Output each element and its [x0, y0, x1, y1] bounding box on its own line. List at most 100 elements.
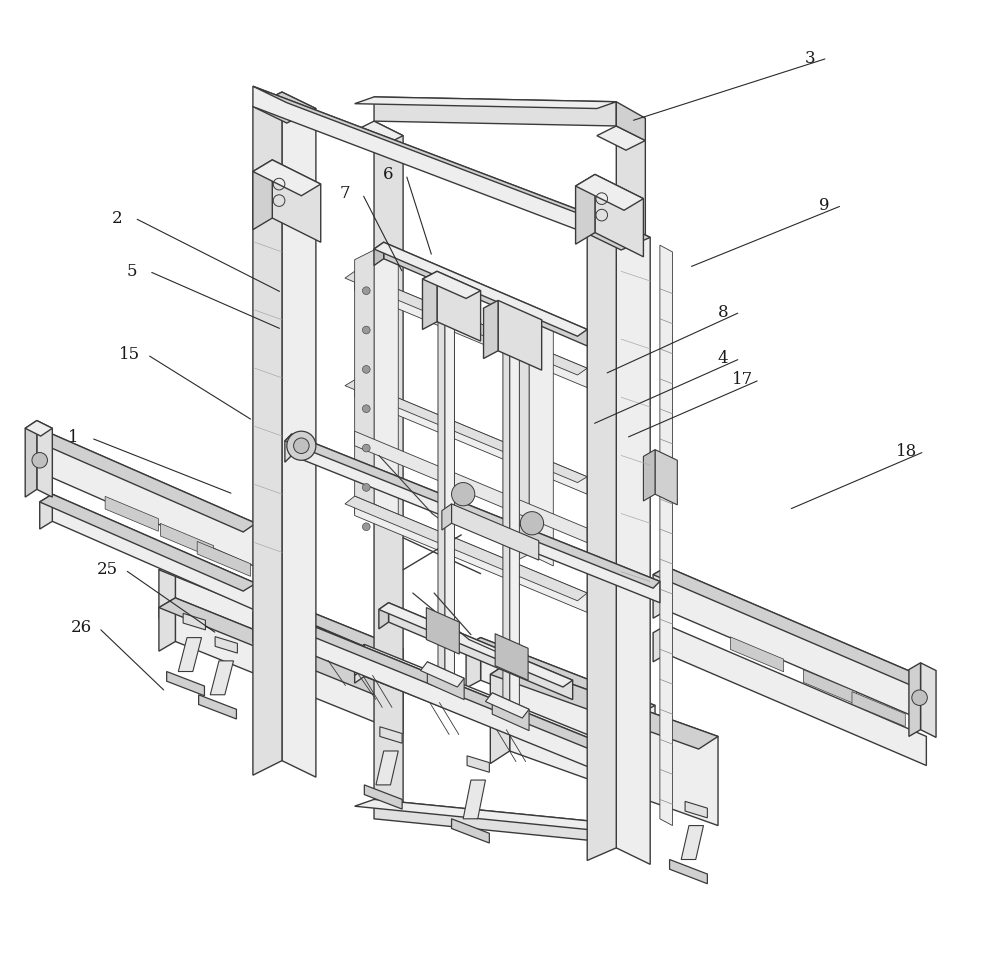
- Polygon shape: [345, 496, 587, 601]
- Polygon shape: [263, 606, 597, 770]
- Circle shape: [362, 327, 370, 334]
- Polygon shape: [355, 380, 587, 494]
- Polygon shape: [160, 523, 214, 558]
- Polygon shape: [52, 434, 256, 567]
- Polygon shape: [576, 174, 595, 244]
- Polygon shape: [422, 271, 437, 329]
- Polygon shape: [199, 695, 236, 719]
- Polygon shape: [253, 86, 587, 234]
- Polygon shape: [345, 380, 587, 483]
- Polygon shape: [376, 751, 398, 785]
- Polygon shape: [374, 799, 616, 843]
- Text: 6: 6: [383, 166, 394, 183]
- Polygon shape: [40, 494, 256, 591]
- Polygon shape: [355, 431, 587, 543]
- Polygon shape: [105, 496, 158, 531]
- Polygon shape: [452, 819, 489, 843]
- Polygon shape: [256, 605, 266, 639]
- Polygon shape: [616, 126, 645, 858]
- Polygon shape: [490, 662, 510, 764]
- Circle shape: [362, 365, 370, 373]
- Polygon shape: [422, 271, 481, 298]
- Text: 1: 1: [68, 429, 79, 447]
- Polygon shape: [670, 860, 707, 884]
- Polygon shape: [355, 97, 616, 109]
- Polygon shape: [379, 603, 573, 687]
- Polygon shape: [379, 603, 389, 629]
- Circle shape: [912, 690, 927, 705]
- Polygon shape: [380, 727, 402, 743]
- Polygon shape: [438, 317, 445, 681]
- Polygon shape: [25, 421, 37, 497]
- Polygon shape: [256, 605, 398, 668]
- Polygon shape: [467, 756, 489, 772]
- Polygon shape: [653, 625, 667, 662]
- Polygon shape: [466, 638, 481, 688]
- Polygon shape: [576, 174, 643, 210]
- Polygon shape: [643, 450, 655, 501]
- Polygon shape: [253, 92, 316, 123]
- Polygon shape: [510, 310, 529, 564]
- Polygon shape: [285, 434, 292, 462]
- Polygon shape: [159, 598, 403, 700]
- Polygon shape: [364, 644, 592, 761]
- Polygon shape: [40, 494, 52, 529]
- Polygon shape: [374, 97, 616, 126]
- Polygon shape: [667, 567, 926, 722]
- Polygon shape: [803, 670, 857, 704]
- Polygon shape: [40, 434, 256, 532]
- Polygon shape: [445, 317, 454, 683]
- Polygon shape: [437, 271, 481, 341]
- Polygon shape: [384, 242, 587, 346]
- Polygon shape: [442, 504, 452, 530]
- Circle shape: [362, 484, 370, 491]
- Polygon shape: [503, 346, 510, 712]
- Polygon shape: [175, 557, 403, 698]
- Polygon shape: [40, 434, 52, 486]
- Text: 9: 9: [819, 197, 830, 214]
- Polygon shape: [529, 310, 553, 566]
- Polygon shape: [510, 346, 519, 714]
- Polygon shape: [210, 661, 234, 695]
- Polygon shape: [215, 637, 237, 653]
- Polygon shape: [282, 92, 316, 777]
- Polygon shape: [178, 638, 202, 672]
- Polygon shape: [253, 606, 263, 641]
- Circle shape: [362, 523, 370, 531]
- Polygon shape: [253, 160, 321, 196]
- Polygon shape: [253, 92, 282, 775]
- Text: 17: 17: [732, 371, 753, 389]
- Polygon shape: [159, 557, 175, 618]
- Polygon shape: [355, 644, 364, 675]
- Polygon shape: [452, 504, 539, 560]
- Circle shape: [362, 287, 370, 295]
- Polygon shape: [183, 613, 205, 630]
- Polygon shape: [492, 693, 529, 731]
- Polygon shape: [485, 693, 529, 718]
- Polygon shape: [355, 654, 364, 683]
- Polygon shape: [159, 557, 403, 662]
- Polygon shape: [587, 221, 616, 860]
- Polygon shape: [510, 662, 718, 826]
- Polygon shape: [364, 785, 402, 809]
- Polygon shape: [597, 126, 645, 150]
- Polygon shape: [667, 625, 926, 766]
- Polygon shape: [355, 799, 616, 830]
- Circle shape: [362, 405, 370, 413]
- Text: 26: 26: [71, 619, 92, 637]
- Polygon shape: [159, 598, 175, 651]
- Polygon shape: [421, 662, 464, 687]
- Polygon shape: [653, 567, 667, 618]
- Text: 25: 25: [97, 561, 118, 578]
- Circle shape: [32, 453, 47, 468]
- Polygon shape: [463, 780, 485, 819]
- Polygon shape: [466, 638, 655, 713]
- Polygon shape: [484, 300, 498, 359]
- Polygon shape: [292, 434, 660, 603]
- Polygon shape: [660, 245, 672, 826]
- Polygon shape: [481, 638, 655, 748]
- Polygon shape: [490, 662, 718, 749]
- Polygon shape: [355, 271, 587, 388]
- Polygon shape: [355, 496, 587, 612]
- Polygon shape: [175, 598, 403, 734]
